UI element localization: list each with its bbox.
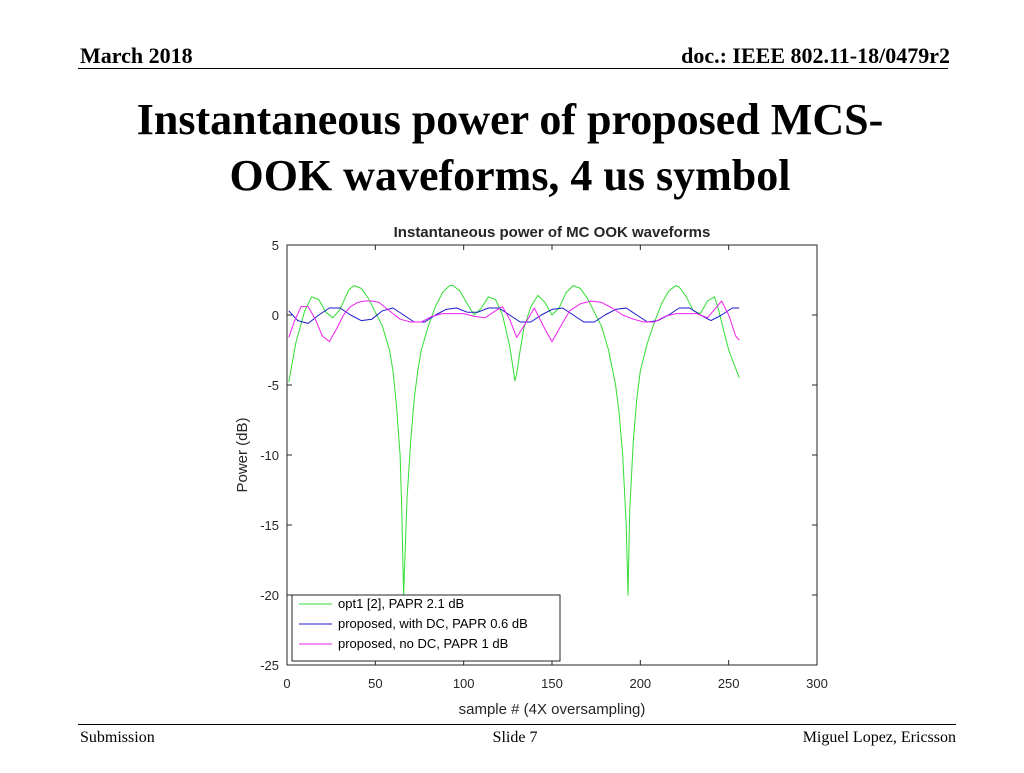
header-rule	[78, 68, 948, 69]
legend-entry: opt1 [2], PAPR 2.1 dB	[338, 596, 464, 611]
footer-rule	[78, 724, 956, 725]
legend-box	[291, 594, 561, 662]
y-tick-label: -20	[260, 588, 279, 603]
legend: opt1 [2], PAPR 2.1 dB proposed, with DC, …	[291, 594, 561, 662]
header-doc-id: doc.: IEEE 802.11-18/0479r2	[681, 43, 950, 68]
footer-author: Miguel Lopez, Ericsson	[802, 729, 956, 746]
x-tick-label: 50	[368, 676, 382, 691]
series-line-1	[288, 285, 740, 596]
legend-entry: proposed, with DC, PAPR 0.6 dB	[338, 616, 528, 631]
y-tick-label: 5	[272, 238, 279, 253]
y-tick-label: -10	[260, 448, 279, 463]
slide-title-line-2: OOK waveforms, 4 us symbol	[229, 151, 791, 200]
y-tick-label: -15	[260, 518, 279, 533]
x-tick-label: 150	[541, 676, 563, 691]
y-tick-label: 0	[272, 308, 279, 323]
x-tick-label: 200	[629, 676, 651, 691]
chart-title: Instantaneous power of MC OOK waveforms	[394, 224, 711, 241]
legend-entry: proposed, no DC, PAPR 1 dB	[338, 636, 508, 651]
y-tick-label: -5	[267, 378, 279, 393]
y-tick-label: -25	[260, 658, 279, 673]
series-lines	[288, 285, 740, 596]
x-tick-label: 100	[453, 676, 475, 691]
x-tick-label: 0	[283, 676, 290, 691]
footer-slide-number: Slide 7	[492, 729, 538, 746]
series-line-3	[288, 300, 740, 343]
x-tick-label: 300	[806, 676, 828, 691]
x-tick-label: 250	[718, 676, 740, 691]
y-axis-label: Power (dB)	[234, 417, 251, 492]
slide-title: Instantaneous power of proposed MCS- OOK…	[80, 92, 940, 204]
x-axis-label: sample # (4X oversampling)	[459, 701, 646, 718]
header-date: March 2018	[80, 43, 193, 68]
footer-submission: Submission	[80, 729, 155, 746]
slide-title-line-1: Instantaneous power of proposed MCS-	[136, 95, 884, 144]
